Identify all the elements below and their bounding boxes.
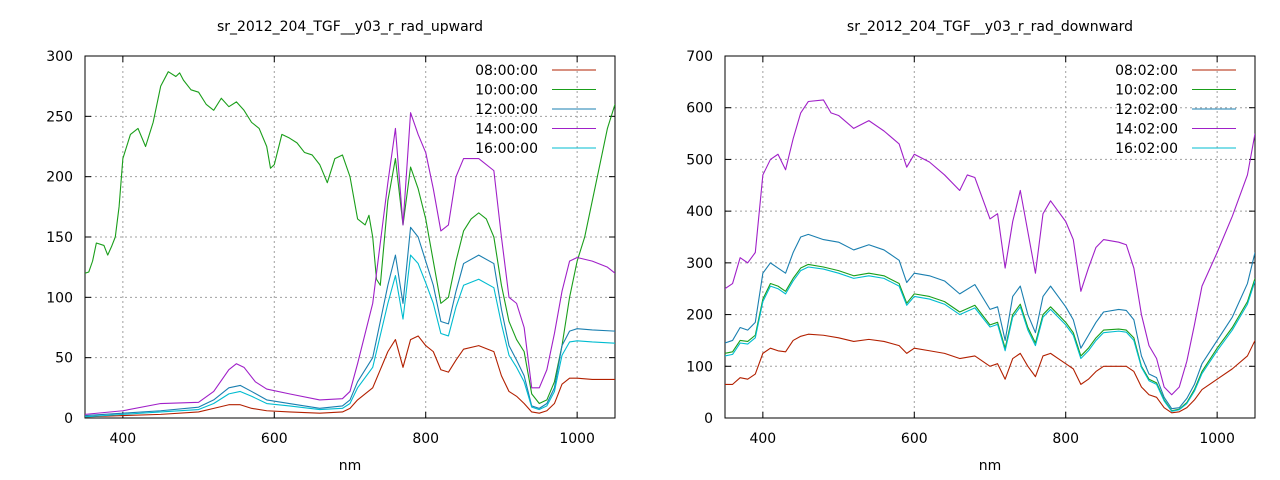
chart-2-plot-frame	[724, 55, 1256, 419]
chart-1-legend-label-1: 10:00:00	[475, 83, 538, 99]
chart-2-y-tick-label-1: 100	[686, 359, 713, 375]
chart-2-x-tick-label-3: 1000	[1199, 431, 1235, 447]
chart-2-y-tick-label-0: 0	[704, 411, 713, 427]
chart-2-x-tick-label-0: 400	[749, 431, 776, 447]
chart-1-y-tick-label-4: 200	[46, 170, 73, 186]
chart-1-y-tick-label-3: 150	[46, 230, 73, 246]
chart-2-series-line-120200	[725, 233, 1255, 410]
chart-2-y-tick-label-4: 400	[686, 204, 713, 220]
chart-1-x-tick-label-2: 800	[412, 431, 439, 447]
chart-2-series-line-100200	[725, 263, 1255, 412]
chart-1-series-line-140000	[85, 112, 615, 415]
chart-2-series-line-140200	[725, 99, 1255, 396]
chart-2-legend-label-0: 08:02:00	[1115, 63, 1178, 79]
chart-2-series-line-160200	[725, 266, 1255, 412]
chart-1-y-tick-label-6: 300	[46, 49, 73, 65]
chart-1-series-line-100000	[85, 71, 615, 405]
chart-2-x-axis-label: nm	[979, 458, 1002, 474]
chart-2-legend-label-1: 10:02:00	[1115, 83, 1178, 99]
chart-1-legend-label-4: 16:00:00	[475, 141, 538, 157]
chart-1-x-axis-label: nm	[339, 458, 362, 474]
chart-2-y-tick-label-5: 500	[686, 152, 713, 168]
chart-1-x-tick-label-1: 600	[261, 431, 288, 447]
chart-2-title: sr_2012_204_TGF__y03_r_rad_downward	[847, 19, 1133, 35]
chart-1-legend-label-3: 14:00:00	[475, 122, 538, 138]
chart-2-x-tick-label-2: 800	[1052, 431, 1079, 447]
chart-2-legend-label-2: 12:02:00	[1115, 102, 1178, 118]
chart-2-y-tick-label-6: 600	[686, 101, 713, 117]
chart-1-y-tick-label-2: 100	[46, 290, 73, 306]
chart-1-series-line-080000	[85, 335, 615, 418]
chart-2-y-tick-label-7: 700	[686, 49, 713, 65]
chart-1-legend-label-0: 08:00:00	[475, 63, 538, 79]
chart-1-legend-label-2: 12:00:00	[475, 102, 538, 118]
chart-2-y-tick-label-2: 200	[686, 308, 713, 324]
upward-radiance-chart: sr_2012_204_TGF__y03_r_rad_upward 400 600 8…	[46, 19, 616, 474]
chart-2-legend-label-4: 16:02:00	[1115, 141, 1178, 157]
chart-1-y-tick-label-5: 250	[46, 109, 73, 125]
chart-2-y-tick-label-3: 300	[686, 256, 713, 272]
chart-2-legend-label-3: 14:02:00	[1115, 122, 1178, 138]
chart-1-series-line-120000	[85, 226, 615, 417]
chart-2-x-tick-label-1: 600	[901, 431, 928, 447]
chart-1-x-tick-label-3: 1000	[559, 431, 595, 447]
downward-radiance-chart: sr_2012_204_TGF__y03_r_rad_downward 400 60…	[686, 19, 1256, 474]
chart-1-series-line-160000	[85, 254, 615, 418]
chart-1-y-tick-label-0: 0	[64, 411, 73, 427]
chart-2-series-line-080200	[725, 333, 1255, 414]
chart-1-title: sr_2012_204_TGF__y03_r_rad_upward	[217, 19, 483, 35]
chart-1-x-tick-label-0: 400	[109, 431, 136, 447]
chart-1-y-tick-label-1: 50	[55, 351, 73, 367]
